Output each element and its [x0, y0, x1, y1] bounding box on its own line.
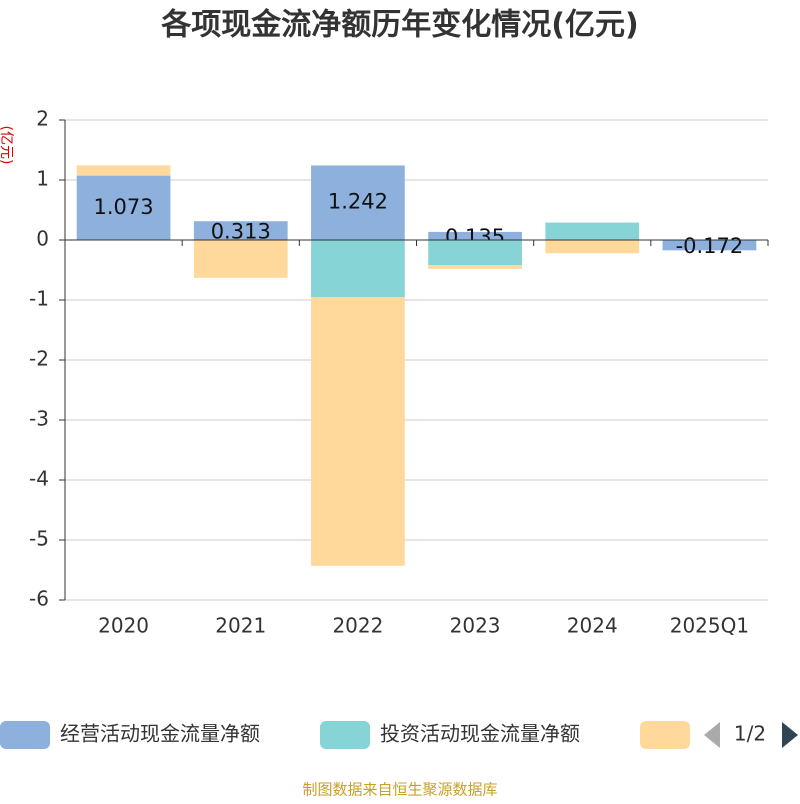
x-tick-label: 2024	[567, 614, 618, 638]
y-tick-label: 0	[36, 227, 49, 251]
y-axis-label: (亿元)	[0, 126, 14, 165]
bar	[311, 297, 405, 566]
legend-next[interactable]	[782, 722, 798, 748]
bar	[193, 221, 288, 240]
x-tick-label: 2021	[215, 614, 266, 638]
bar	[428, 265, 522, 269]
y-tick-label: -1	[29, 287, 49, 311]
legend-prev[interactable]	[704, 722, 720, 748]
x-tick-label: 2023	[450, 614, 501, 638]
legend-swatch	[640, 721, 690, 749]
legend-label: 经营活动现金流量净额	[60, 722, 260, 746]
bar	[545, 240, 640, 254]
bar	[662, 240, 757, 251]
x-tick-label: 2025Q1	[670, 614, 749, 638]
y-tick-label: -4	[29, 467, 49, 491]
legend-swatch	[0, 721, 50, 749]
data-label: -0.172	[676, 234, 744, 258]
bar	[311, 240, 405, 297]
bar	[545, 222, 640, 240]
legend-swatch	[320, 721, 370, 749]
bar	[428, 240, 522, 266]
y-tick-label: -3	[29, 407, 49, 431]
y-tick-label: 2	[36, 107, 49, 131]
data-label: 1.242	[328, 190, 388, 214]
y-tick-label: -5	[29, 527, 49, 551]
bar	[193, 240, 288, 278]
y-tick-label: 1	[36, 167, 49, 191]
y-tick-label: -6	[29, 587, 49, 611]
source: 制图数据来自恒生聚源数据库	[302, 781, 497, 799]
x-tick-label: 2022	[332, 614, 383, 638]
legend-label: 投资活动现金流量净额	[380, 722, 580, 746]
y-tick-label: -2	[29, 347, 49, 371]
chart-title: 各项现金流净额历年变化情况(亿元)	[160, 8, 638, 43]
bar	[76, 165, 171, 176]
x-tick-label: 2020	[98, 614, 149, 638]
bar	[76, 175, 171, 240]
legend-page: 1/2	[734, 722, 766, 746]
bar	[311, 165, 405, 240]
bar	[428, 231, 522, 240]
data-label: 1.073	[94, 195, 154, 219]
